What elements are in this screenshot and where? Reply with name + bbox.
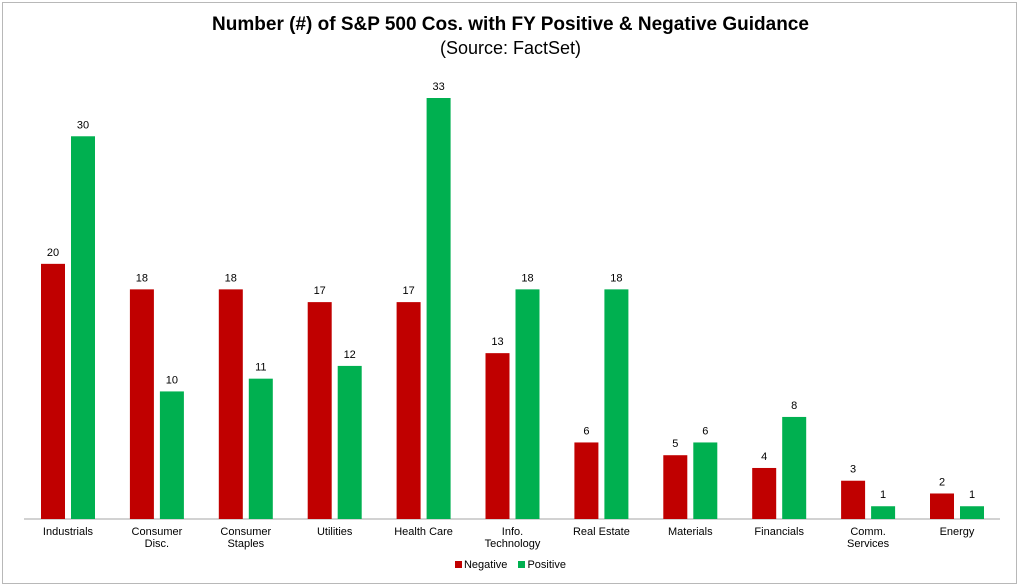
- data-label-positive: 33: [432, 81, 444, 93]
- data-label-positive: 11: [255, 362, 266, 374]
- data-label-negative: 17: [314, 285, 326, 297]
- legend-item-negative: Negative: [454, 559, 508, 571]
- category-label: Financials: [754, 526, 804, 538]
- bar-positive: [426, 98, 451, 519]
- data-label-negative: 6: [583, 425, 589, 437]
- data-label-positive: 30: [77, 119, 89, 131]
- category-label: Consumer: [220, 526, 271, 538]
- category-label: Staples: [227, 538, 264, 550]
- bar-negative: [930, 493, 954, 519]
- data-label-positive: 18: [610, 272, 622, 284]
- data-label-positive: 1: [969, 489, 975, 501]
- category-label: Real Estate: [573, 526, 630, 538]
- data-label-positive: 8: [791, 400, 797, 412]
- bar-positive: [159, 391, 184, 519]
- data-label-negative: 2: [939, 476, 945, 488]
- category-label: Materials: [668, 526, 713, 538]
- category-label: Comm.: [850, 526, 885, 538]
- data-label-negative: 4: [761, 451, 767, 463]
- bar-negative: [396, 302, 421, 519]
- bar-negative: [574, 442, 599, 519]
- category-label: Disc.: [145, 538, 169, 550]
- bar-negative: [129, 289, 154, 519]
- data-label-negative: 3: [850, 464, 856, 476]
- bar-positive: [782, 416, 807, 519]
- data-label-positive: 6: [702, 425, 708, 437]
- chart-subtitle: (Source: FactSet): [439, 38, 582, 58]
- data-label-negative: 17: [402, 285, 414, 297]
- bar-positive: [871, 506, 896, 519]
- bar-positive: [248, 378, 273, 519]
- data-label-positive: 1: [880, 489, 886, 501]
- category-label: Services: [847, 538, 890, 550]
- bar-positive: [693, 442, 718, 519]
- bar-negative: [218, 289, 243, 519]
- bar-negative: [41, 263, 65, 519]
- bar-negative: [752, 467, 777, 519]
- bar-positive: [604, 289, 629, 519]
- data-label-positive: 10: [166, 374, 178, 386]
- bar-negative: [485, 353, 510, 519]
- bar-positive: [337, 365, 362, 519]
- data-label-negative: 5: [672, 438, 678, 450]
- category-label: Industrials: [43, 526, 94, 538]
- bar-negative: [307, 302, 332, 519]
- data-label-negative: 13: [491, 336, 503, 348]
- category-label: Utilities: [317, 526, 353, 538]
- data-label-negative: 20: [47, 247, 59, 259]
- category-label: Consumer: [132, 526, 183, 538]
- category-label: Health Care: [394, 526, 453, 538]
- bar-negative: [663, 455, 688, 519]
- data-label-negative: 18: [136, 272, 148, 284]
- category-label: Technology: [485, 538, 541, 550]
- category-label: Energy: [940, 526, 975, 538]
- data-label-positive: 12: [344, 349, 356, 361]
- legend-label-negative: Negative: [463, 559, 508, 571]
- legend-item-positive: Positive: [518, 559, 566, 571]
- data-label-negative: 18: [225, 272, 237, 284]
- legend-label-positive: Positive: [527, 559, 566, 571]
- legend-swatch-positive: [518, 561, 526, 568]
- bar-positive: [515, 289, 540, 519]
- bar-negative: [841, 480, 866, 519]
- bar-positive: [71, 136, 95, 520]
- data-label-positive: 18: [521, 272, 533, 284]
- category-label: Info.: [502, 526, 523, 538]
- chart-title: Number (#) of S&P 500 Cos. with FY Posit…: [212, 14, 809, 35]
- bar-positive: [960, 506, 984, 519]
- chart-legend: Negative Positive: [0, 559, 1021, 571]
- legend-swatch-negative: [454, 561, 462, 568]
